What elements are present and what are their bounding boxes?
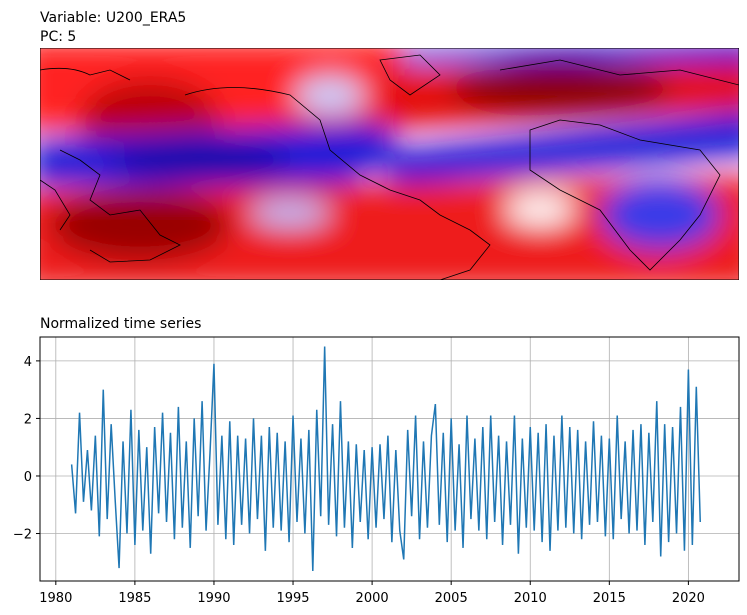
y-tick-label: −2 <box>13 528 32 543</box>
map-title: Variable: U200_ERA5 <box>40 10 186 26</box>
x-tick-label: 1980 <box>39 591 72 606</box>
map-subtitle: PC: 5 <box>40 29 76 45</box>
x-tick-label: 1995 <box>276 591 309 606</box>
plot-frame <box>39 336 740 582</box>
y-tick-label: 4 <box>24 355 32 370</box>
map <box>40 48 739 280</box>
plot-area: 1980 1985 1990 1995 2000 2005 2010 2015 2020 −2 0 2… <box>13 337 739 606</box>
x-tick-label: 1990 <box>197 591 230 606</box>
x-tick-label: 2010 <box>514 591 547 606</box>
x-tick-label: 2015 <box>593 591 626 606</box>
y-tick-label: 2 <box>24 412 32 427</box>
x-tick-label: 2020 <box>672 591 705 606</box>
series-line <box>70 346 701 571</box>
y-tick-label: 0 <box>24 470 32 485</box>
chart-title: Normalized time series <box>40 316 201 332</box>
x-tick-label: 2005 <box>435 591 468 606</box>
x-tick-label: 1985 <box>118 591 151 606</box>
x-tick-label: 2000 <box>356 591 389 606</box>
